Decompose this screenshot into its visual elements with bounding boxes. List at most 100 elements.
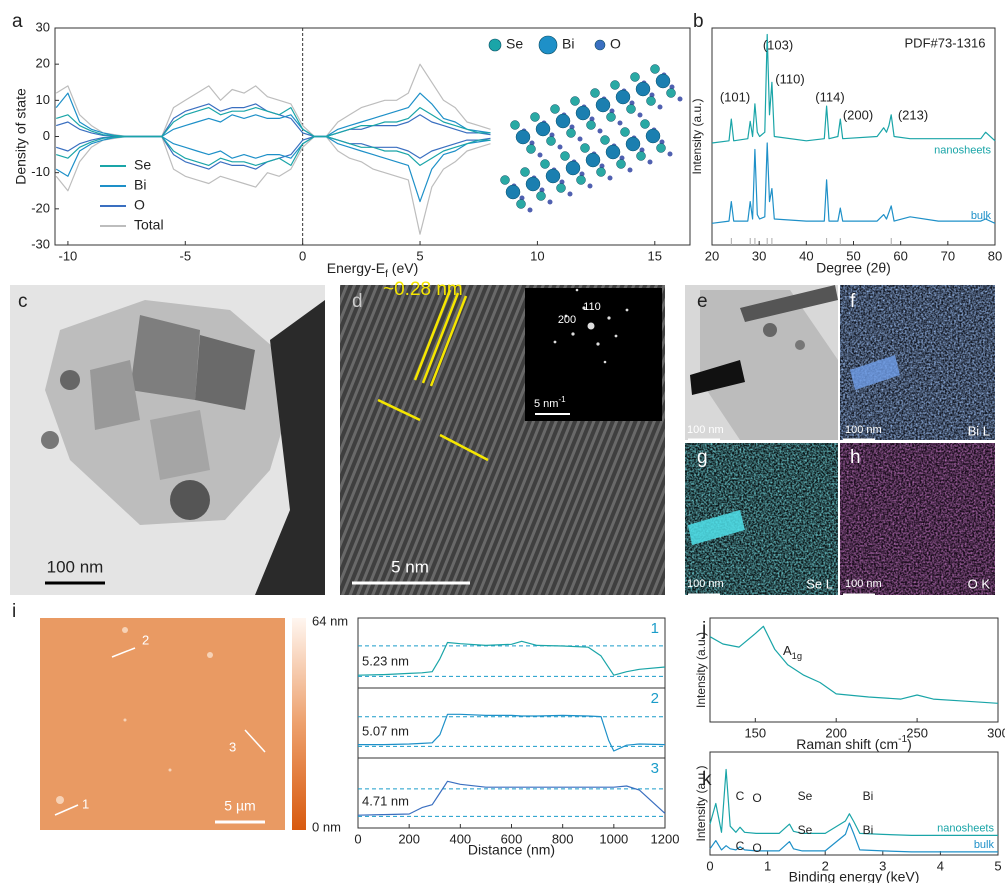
series-label: bulk — [974, 839, 995, 851]
series-line — [56, 64, 490, 136]
text: 5 nm — [534, 398, 558, 410]
y-tick-label: -20 — [31, 200, 50, 215]
atom — [527, 145, 536, 154]
colorbar-label: 0 nm — [312, 819, 341, 834]
atom — [648, 160, 653, 165]
y-axis-label: Density of state — [13, 88, 29, 185]
panel-label: h — [850, 447, 861, 468]
atom — [511, 121, 520, 130]
atom — [547, 137, 556, 146]
legend-label: Bi — [134, 177, 146, 193]
series-line — [56, 137, 490, 170]
atom — [626, 137, 640, 151]
legend-atom — [489, 39, 501, 51]
atom — [597, 168, 606, 177]
atom — [577, 176, 586, 185]
peak-label: (110) — [775, 71, 804, 86]
y-tick-label: -10 — [31, 164, 50, 179]
atom — [637, 152, 646, 161]
step-height: 4.71 nm — [362, 793, 409, 808]
x-tick-label: 150 — [744, 725, 766, 740]
x-tick-label: 1 — [764, 858, 771, 873]
element-label: Bi — [863, 823, 874, 837]
panel-label: c — [18, 291, 28, 312]
superscript: -1 — [898, 734, 907, 745]
y-tick-label: -30 — [31, 236, 50, 251]
peak-label: (103) — [763, 37, 793, 52]
eds-map-f: 100 nm Bi L f — [840, 285, 995, 440]
legend-label: Total — [134, 217, 164, 233]
diffraction-spot-label: 110 — [583, 301, 601, 313]
series-label: nanosheets — [934, 145, 991, 157]
legend-label: O — [134, 197, 145, 213]
scale-bar-label: 100 nm — [47, 557, 104, 576]
scale-bar-label: 100 nm — [845, 578, 882, 590]
atom — [561, 152, 570, 161]
atom — [556, 114, 570, 128]
atom — [568, 192, 573, 197]
series-label: bulk — [971, 210, 992, 222]
x-tick-label: 4 — [937, 858, 944, 873]
series-line — [56, 137, 490, 166]
x-tick-label: 40 — [799, 248, 813, 263]
atom — [618, 121, 623, 126]
figure: 100 nm c 110 200 5 nm-1 ~0.28 nm 5 nm d … — [0, 0, 1005, 883]
hrtem-image-d: 110 200 5 nm-1 ~0.28 nm 5 nm d — [340, 279, 665, 595]
peak-label: (213) — [898, 107, 928, 122]
y-tick-label: 0 — [43, 128, 50, 143]
x-axis-label: Raman shift (cm-1) — [796, 734, 912, 752]
series-line — [56, 93, 490, 136]
element-label: Bi L — [968, 423, 990, 438]
atom — [516, 130, 530, 144]
atom — [566, 161, 580, 175]
text: ) — [907, 736, 912, 752]
panel-label: d — [352, 291, 363, 312]
x-tick-label: 70 — [941, 248, 955, 263]
x-tick-label: -5 — [180, 248, 192, 263]
panel-label: f — [850, 291, 856, 312]
x-tick-label: 20 — [705, 248, 719, 263]
scale-bar-label: 5 µm — [224, 798, 255, 814]
x-tick-label: 0 — [299, 248, 306, 263]
atom — [501, 176, 510, 185]
lattice-spacing: ~0.28 nm — [383, 279, 463, 300]
diffraction-spot-label: 200 — [558, 314, 576, 326]
eds-map-g: 100 nm Se L g — [685, 443, 838, 595]
x-tick-label: 0 — [354, 831, 361, 846]
profile-number: 3 — [651, 760, 659, 777]
element-label: Se L — [806, 576, 833, 591]
scale-bar-label: 5 nm — [391, 557, 429, 576]
atom — [631, 73, 640, 82]
atom — [667, 89, 676, 98]
atom — [641, 120, 650, 129]
atom — [517, 200, 526, 209]
atom — [537, 192, 546, 201]
peak-label: (101) — [720, 89, 750, 104]
atom — [588, 184, 593, 189]
atom — [506, 185, 520, 199]
element-label: C — [736, 789, 745, 803]
step-height: 5.23 nm — [362, 653, 409, 668]
atom — [581, 144, 590, 153]
atom — [571, 97, 580, 106]
colorbar-label: 64 nm — [312, 613, 348, 628]
atom — [678, 97, 683, 102]
subscript: 1g — [792, 651, 802, 661]
atom — [578, 137, 583, 142]
eds-map-h: 100 nm O K h — [840, 443, 995, 595]
panel-label: j — [701, 619, 706, 640]
x-axis-label: Binding energy (keV) — [789, 869, 920, 883]
panel-label: i — [12, 601, 16, 622]
atom — [651, 65, 660, 74]
series-label: nanosheets — [937, 822, 994, 834]
atom — [658, 105, 663, 110]
profile-number: 1 — [651, 620, 659, 637]
atom — [536, 122, 550, 136]
x-tick-label: -10 — [59, 248, 78, 263]
legend-label: Bi — [562, 36, 574, 52]
atom — [567, 129, 576, 138]
tem-image-c: 100 nm c — [10, 285, 325, 595]
panel-label: a — [12, 11, 23, 32]
element-label: O — [752, 791, 761, 805]
peak-label: A1g — [783, 643, 802, 661]
